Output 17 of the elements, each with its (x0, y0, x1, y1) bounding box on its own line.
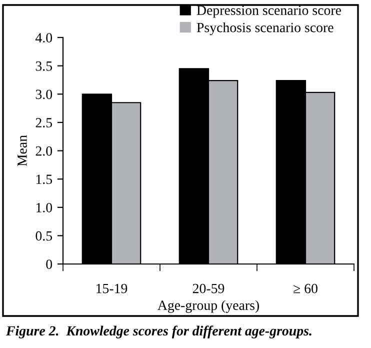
legend-label: Psychosis scenario score (196, 22, 334, 36)
x-tick-label: 20-59 (192, 284, 224, 294)
y-tick-label: 3.0 (36, 90, 52, 100)
y-tick-label: 1.0 (36, 202, 52, 212)
x-tick-label: 15-19 (96, 284, 128, 294)
y-axis-title: Mean (18, 135, 27, 166)
y-tick-label: 0 (46, 260, 52, 269)
y-tick-label: 3.5 (36, 61, 52, 71)
y-tick-label: 2.0 (36, 146, 52, 156)
y-tick-label: 1.5 (36, 174, 52, 184)
y-tick-label: 2.5 (36, 118, 52, 128)
y-tick-label: 0.5 (36, 231, 52, 241)
x-tick-label: ≥ 60 (294, 284, 318, 294)
legend-label: Depression scenario score (196, 6, 342, 18)
x-axis-title: Age-group (years) (158, 300, 259, 313)
y-tick-label: 4.0 (35, 33, 52, 43)
caption: Figure 2. Knowledge scores for different age-groups. (6, 326, 312, 338)
